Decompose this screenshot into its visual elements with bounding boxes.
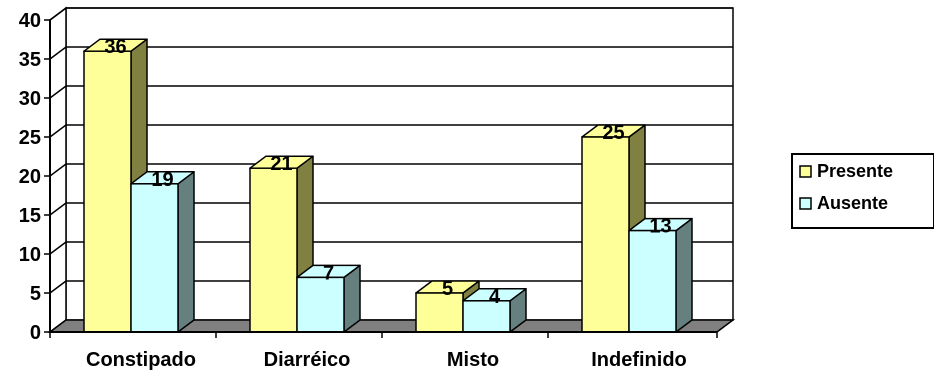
y-tick-label: 40 <box>19 10 41 32</box>
gridlines <box>49 7 733 294</box>
y-tick-label: 0 <box>30 322 41 344</box>
bar-front <box>462 300 511 333</box>
y-tick-label: 5 <box>30 283 41 305</box>
bar-ausente-indefinido <box>628 217 693 333</box>
x-axis: Constipado Diarréico Misto Indefinido <box>49 331 718 371</box>
x-tick-label: Indefinido <box>591 349 687 371</box>
data-label: 19 <box>151 169 173 191</box>
legend-swatch-ausente <box>799 197 812 210</box>
data-label: 5 <box>442 278 453 300</box>
bar-side <box>675 217 693 333</box>
legend-frame <box>791 153 934 229</box>
x-tick-label: Diarréico <box>264 349 351 371</box>
bar-front <box>581 136 630 333</box>
data-label: 36 <box>104 36 126 58</box>
gridline <box>49 241 733 255</box>
gridline <box>49 163 733 177</box>
gridline <box>49 85 733 99</box>
legend-label-ausente: Ausente <box>817 193 888 213</box>
bar-front <box>130 183 179 333</box>
y-tick-label: 20 <box>19 166 41 188</box>
legend-label-presente: Presente <box>817 161 893 181</box>
y-tick-label: 30 <box>19 88 41 110</box>
bar-front <box>415 292 464 333</box>
gridline <box>49 124 733 138</box>
x-tick-label: Misto <box>447 349 499 371</box>
data-label: 7 <box>323 262 334 284</box>
y-axis: 0 5 10 15 20 25 30 35 40 <box>19 10 51 344</box>
bar-ausente-diarréico <box>296 264 361 333</box>
data-labels: 36 19 21 7 5 4 25 13 <box>104 36 671 308</box>
bar-front <box>249 167 298 333</box>
bar-front <box>628 229 677 333</box>
data-label: 4 <box>489 286 501 308</box>
data-label: 25 <box>602 122 624 144</box>
bar-side <box>177 171 195 333</box>
gridline <box>49 7 733 21</box>
bars <box>83 38 693 333</box>
legend-swatch-presente <box>799 165 812 178</box>
bar-front <box>83 50 132 333</box>
y-tick-label: 35 <box>19 49 41 71</box>
bar-front <box>296 276 345 333</box>
bar-ausente-constipado <box>130 171 195 333</box>
gridline <box>49 202 733 216</box>
bar-presente-misto <box>415 280 480 333</box>
y-tick-label: 10 <box>19 244 41 266</box>
gridline <box>49 280 733 294</box>
y-tick-label: 25 <box>19 127 41 149</box>
y-tick-label: 15 <box>19 205 41 227</box>
bar-ausente-misto <box>462 288 527 333</box>
data-label: 21 <box>270 153 292 175</box>
legend: Presente Ausente <box>791 153 934 229</box>
data-label: 13 <box>649 216 671 238</box>
x-tick-label: Constipado <box>86 349 196 371</box>
gridline <box>49 46 733 60</box>
